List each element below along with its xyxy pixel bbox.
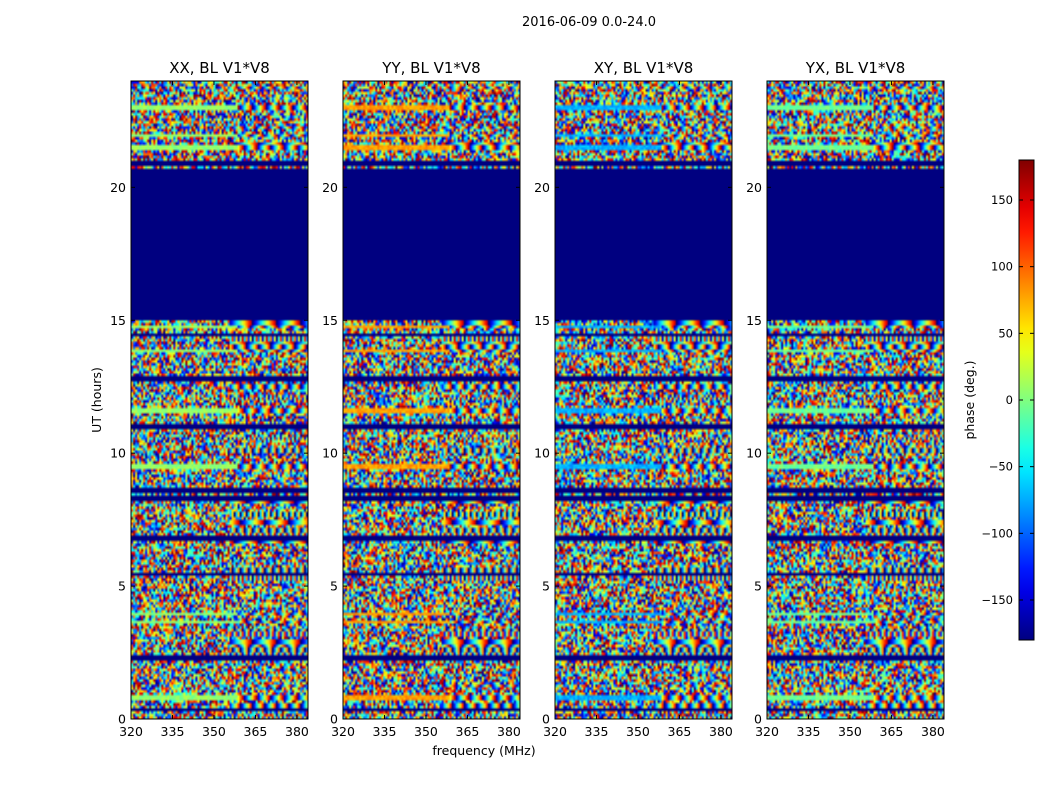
y-tick-label: 15	[746, 313, 762, 328]
y-tick-label: 20	[322, 180, 338, 195]
y-tick-label: 0	[542, 712, 550, 727]
y-tick-label: 20	[746, 180, 762, 195]
x-tick-label: 380	[285, 724, 309, 739]
y-tick-label: 5	[754, 579, 762, 594]
y-tick-label: 20	[534, 180, 550, 195]
panel-title: XX, BL V1*V8	[169, 59, 270, 77]
y-tick-label: 10	[110, 446, 126, 461]
y-tick-label: 10	[534, 446, 550, 461]
heatmap-yx	[767, 81, 944, 719]
colorbar-tick-label: 50	[998, 326, 1013, 340]
y-tick-label: 5	[330, 579, 338, 594]
y-tick-label: 5	[118, 579, 126, 594]
panel-yx: YX, BL V1*V8 320 335 350 365 380 0 5 10 15 20	[746, 59, 945, 739]
x-tick-label: 350	[414, 724, 438, 739]
y-tick-label: 0	[330, 712, 338, 727]
colorbar: 150 100 50 0 −50 −100 −150	[981, 159, 1035, 641]
panel-frame	[766, 80, 945, 720]
x-tick-label: 320	[119, 724, 143, 739]
colorbar-tick-label: −100	[981, 526, 1013, 540]
panel-xy: XY, BL V1*V8 320 335 350 365 380 0 5 10 15 20	[534, 59, 733, 739]
x-tick-label: 365	[456, 724, 480, 739]
y-tick-label: 15	[534, 313, 550, 328]
panel-yy: YY, BL V1*V8 320 335 350 365 380 0 5 10 15 20	[322, 59, 521, 739]
y-tick-label: 0	[754, 712, 762, 727]
x-tick-label: 350	[202, 724, 226, 739]
panel-frame	[342, 80, 521, 720]
x-tick-label: 350	[838, 724, 862, 739]
panel-frame	[554, 80, 733, 720]
y-tick-label: 20	[110, 180, 126, 195]
x-tick-label: 335	[373, 724, 397, 739]
panel-title: XY, BL V1*V8	[594, 59, 694, 77]
x-tick-label: 365	[880, 724, 904, 739]
colorbar-tick-label: −150	[981, 593, 1013, 607]
x-tick-label: 380	[921, 724, 945, 739]
x-tick-label: 320	[331, 724, 355, 739]
colorbar-label: phase (deg.)	[962, 361, 977, 440]
colorbar-tick-label: −50	[989, 460, 1013, 474]
heatmap-yy	[343, 81, 520, 719]
colorbar-tick-label: 150	[991, 193, 1013, 207]
figure-title: 2016-06-09 0.0-24.0	[522, 15, 656, 30]
y-tick-label: 10	[746, 446, 762, 461]
x-tick-label: 365	[668, 724, 692, 739]
colorbar-tick-label: 100	[991, 260, 1013, 274]
x-axis-label: frequency (MHz)	[432, 743, 535, 758]
y-tick-label: 5	[542, 579, 550, 594]
x-tick-label: 335	[161, 724, 185, 739]
panel-frame	[130, 80, 309, 720]
y-tick-label: 15	[110, 313, 126, 328]
x-tick-label: 335	[797, 724, 821, 739]
heatmap-xx	[131, 81, 308, 719]
x-tick-label: 380	[497, 724, 521, 739]
y-tick-label: 15	[322, 313, 338, 328]
y-tick-label: 0	[118, 712, 126, 727]
heatmap-xy	[555, 81, 732, 719]
colorbar-tick-label: 0	[1006, 393, 1013, 407]
panel-xx: XX, BL V1*V8 320 335 350 365 380 0 5 10 15 20	[110, 59, 309, 739]
x-tick-label: 320	[755, 724, 779, 739]
x-tick-label: 380	[709, 724, 733, 739]
panel-title: YY, BL V1*V8	[381, 59, 480, 77]
x-tick-label: 365	[244, 724, 268, 739]
x-tick-label: 350	[626, 724, 650, 739]
x-tick-label: 320	[543, 724, 567, 739]
y-tick-label: 10	[322, 446, 338, 461]
y-axis-label: UT (hours)	[89, 367, 104, 433]
x-tick-label: 335	[585, 724, 609, 739]
panel-title: YX, BL V1*V8	[805, 59, 906, 77]
